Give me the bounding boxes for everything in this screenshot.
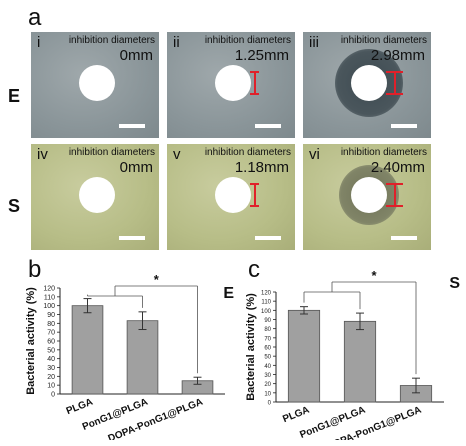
y-tick-label: 120 [43, 286, 55, 293]
sample-disk [215, 177, 251, 213]
row-label-s: S [8, 196, 21, 216]
chart-corner-label: S [449, 275, 460, 292]
photo-caption: inhibition diameters [204, 147, 291, 158]
bar [287, 309, 321, 403]
y-tick-label: 70 [47, 330, 55, 337]
y-tick-label: 0 [51, 392, 55, 399]
bar [71, 305, 104, 395]
photo-diameter-value: 2.98mm [370, 47, 425, 64]
significance-marker: * [154, 272, 160, 287]
photo-label: vi [309, 146, 320, 163]
category-label: PLGA [65, 397, 95, 418]
photo-diameter-value: 2.40mm [370, 159, 425, 176]
sample-disk [215, 65, 251, 101]
y-tick-label: 50 [47, 347, 55, 354]
y-tick-label: 20 [47, 374, 55, 381]
scale-bar [119, 236, 145, 240]
y-tick-label: 110 [44, 294, 55, 301]
y-tick-label: 90 [47, 312, 55, 319]
y-tick-label: 40 [264, 364, 271, 370]
row-label-e: E [8, 86, 21, 106]
y-tick-label: 30 [47, 365, 55, 372]
scale-bar [255, 236, 281, 240]
inhibition-photo-vi: vi inhibition diameters 2.40mm [303, 144, 431, 250]
photo-label: i [37, 34, 41, 51]
photo-caption: inhibition diameters [340, 35, 427, 46]
bar [343, 320, 377, 403]
diameter-marker [386, 183, 403, 207]
inhibition-photo-i: i inhibition diameters 0mm [31, 32, 159, 138]
significance-marker: * [371, 270, 377, 283]
y-tick-label: 60 [47, 339, 55, 346]
sample-disk [79, 65, 115, 101]
y-tick-label: 40 [47, 356, 55, 363]
photo-caption: inhibition diameters [68, 35, 155, 46]
photo-diameter-value: 1.25mm [234, 47, 289, 64]
photo-diameter-value: 0mm [119, 47, 153, 64]
y-tick-label: 120 [261, 291, 272, 297]
sample-disk [351, 65, 387, 101]
diameter-marker [250, 183, 259, 207]
category-label: DOPA-PonG1@PLGA [107, 397, 205, 440]
y-tick-label: 80 [264, 327, 271, 333]
photo-label: v [173, 146, 181, 163]
bar-chart-s: 0 10 20 30 40 50 60 70 80 90 100 110 120 Bacterial ac… [245, 270, 460, 440]
inhibition-photo-v: v inhibition diameters 1.18mm [167, 144, 295, 250]
y-tick-label: 20 [264, 382, 271, 388]
y-tick-label: 50 [264, 355, 271, 361]
photo-caption: inhibition diameters [204, 35, 291, 46]
photo-label: iv [37, 146, 48, 163]
sample-disk [351, 177, 387, 213]
y-axis-label: Bacterial activity (%) [25, 287, 37, 395]
panel-letter-c: c [248, 256, 260, 283]
y-tick-label: 100 [261, 309, 272, 315]
photo-label: ii [173, 34, 180, 51]
inhibition-photo-ii: ii inhibition diameters 1.25mm [167, 32, 295, 138]
panel-letter-b: b [28, 256, 42, 283]
inhibition-photo-iii: iii inhibition diameters 2.98mm [303, 32, 431, 138]
photo-caption: inhibition diameters [340, 147, 427, 158]
scale-bar [119, 124, 145, 128]
photo-label: iii [309, 34, 319, 51]
y-axis-label: Bacterial activity (%) [245, 293, 257, 401]
y-tick-label: 30 [264, 373, 271, 379]
diameter-marker [386, 71, 403, 95]
scale-bar [255, 124, 281, 128]
y-tick-label: 100 [43, 303, 55, 310]
photo-diameter-value: 1.18mm [234, 159, 289, 176]
chart-corner-label: E [223, 285, 234, 302]
diameter-marker [250, 71, 259, 95]
photo-caption: inhibition diameters [68, 147, 155, 158]
y-tick-label: 70 [264, 336, 271, 342]
y-tick-label: 10 [264, 391, 271, 397]
y-tick-label: 10 [47, 383, 55, 390]
y-tick-label: 110 [261, 300, 271, 306]
y-tick-label: 0 [268, 401, 272, 407]
bar [126, 320, 159, 395]
panel-letter-a: a [28, 4, 42, 31]
y-tick-label: 60 [264, 346, 271, 352]
inhibition-photo-iv: iv inhibition diameters 0mm [31, 144, 159, 250]
y-tick-label: 80 [47, 321, 55, 328]
scale-bar [391, 236, 417, 240]
sample-disk [79, 177, 115, 213]
photo-diameter-value: 0mm [119, 159, 153, 176]
category-label: PLGA [281, 405, 311, 426]
scale-bar [391, 124, 417, 128]
y-tick-label: 90 [264, 318, 271, 324]
